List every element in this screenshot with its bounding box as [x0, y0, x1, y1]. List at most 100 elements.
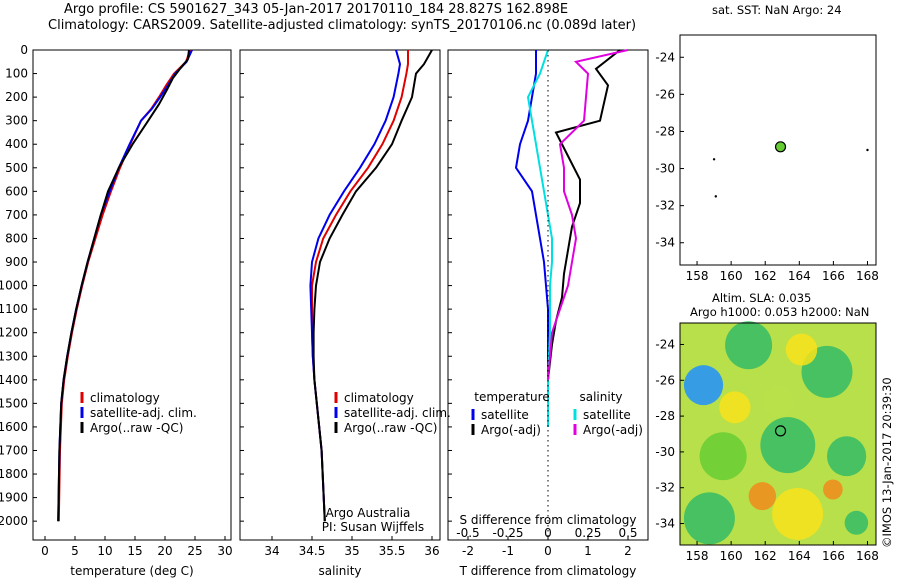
difference-panel-xtick-label: -1: [502, 544, 514, 558]
sla-blob: [762, 384, 794, 417]
sla-map-xtick-label: 162: [754, 549, 777, 563]
depth-tick-label: 800: [5, 231, 28, 245]
sla-blob: [844, 510, 869, 535]
difference-panel-series-satellite: [514, 50, 549, 427]
difference-legend-label: satellite: [481, 408, 529, 422]
difference-legend-temp-title: temperature: [474, 390, 549, 404]
temperature-panel-xtick-label: 5: [71, 544, 79, 558]
temperature-panel-frame: [32, 49, 232, 541]
depth-tick-label: 500: [5, 161, 28, 175]
salinity-panel-series-satellite: [309, 49, 402, 522]
sst-map-ytick-label: -26: [655, 87, 675, 101]
temperature-panel-xtick-label: 15: [127, 544, 142, 558]
depth-tick-label: 1200: [0, 326, 28, 340]
title-line-1: Argo profile: CS 5901627_343 05-Jan-2017…: [64, 2, 569, 17]
difference-panel-series-argo: [547, 49, 621, 427]
salinity-panel-legend-label: satellite-adj. clim.: [344, 406, 451, 420]
sst-map-xtick-label: 166: [822, 269, 845, 283]
temperature-panel-legend-label: satellite-adj. clim.: [90, 406, 197, 420]
depth-tick-label: 1400: [0, 373, 28, 387]
sla-map-ytick-label: -26: [655, 373, 675, 387]
depth-tick-label: 300: [5, 114, 28, 128]
salinity-panel-frame: [239, 49, 441, 541]
title-line-2: Climatology: CARS2009. Satellite-adjuste…: [48, 18, 637, 33]
depth-tick-label: 1500: [0, 396, 28, 410]
argo-australia-label: Argo Australia: [326, 506, 411, 520]
salinity-panel-xtick-label: 35.5: [379, 544, 406, 558]
sst-map-ytick-label: -28: [655, 124, 675, 138]
difference-legend-label: Argo(-adj): [481, 423, 541, 437]
temperature-panel-series-climatology: [57, 49, 192, 522]
depth-tick-label: 1800: [0, 467, 28, 481]
sst-map-title: sat. SST: NaN Argo: 24: [712, 3, 842, 17]
difference-panel-xlabel: T difference from climatology: [459, 564, 637, 578]
sla-map-frame: [679, 322, 877, 546]
temperature-panel-xtick-label: 20: [157, 544, 172, 558]
sla-blob: [823, 479, 843, 500]
difference-top-tick-label: 0: [544, 526, 552, 540]
difference-panel-series-sal_satellite: [526, 49, 553, 427]
difference-panel-xtick-label: 0: [544, 544, 552, 558]
depth-tick-label: 900: [5, 255, 28, 269]
sla-map-xtick-label: 166: [822, 549, 845, 563]
depth-tick-label: 1900: [0, 491, 28, 505]
difference-legend-label: satellite: [583, 408, 631, 422]
difference-panel-xtick-label: 2: [624, 544, 632, 558]
salinity-panel-legend-label: Argo(..raw -QC): [344, 421, 437, 435]
salinity-panel-legend-label: climatology: [344, 391, 414, 405]
sst-map-float-marker: [774, 141, 787, 153]
sla-map-xtick-label: 164: [788, 549, 811, 563]
sla-map-title: Altim. SLA: 0.035: [712, 291, 812, 305]
depth-tick-label: 100: [5, 67, 28, 81]
sla-blob: [699, 432, 747, 481]
sst-map-point: [714, 195, 717, 198]
difference-panel-xtick-label: 1: [584, 544, 592, 558]
sla-map-ytick-label: -24: [655, 337, 675, 351]
sla-map-xtick-label: 168: [856, 549, 879, 563]
difference-top-xlabel: S difference from climatology: [460, 513, 637, 527]
sla-map-ytick-label: -34: [655, 517, 675, 531]
salinity-panel-xtick-label: 35: [344, 544, 359, 558]
salinity-panel-xtick-label: 34: [264, 544, 279, 558]
sst-map-ytick-label: -30: [655, 162, 675, 176]
sla-map-xtick-label: 160: [720, 549, 743, 563]
sla-blob: [772, 487, 824, 540]
sst-map-xtick-label: 164: [788, 269, 811, 283]
depth-tick-label: 1700: [0, 443, 28, 457]
sst-map-xtick-label: 162: [754, 269, 777, 283]
sla-field: [680, 321, 876, 545]
sst-map-ytick-label: -32: [655, 199, 675, 213]
sst-map-xtick-label: 168: [856, 269, 879, 283]
sla-blob: [719, 391, 751, 424]
depth-tick-label: 0: [20, 43, 28, 57]
depth-tick-label: 1000: [0, 279, 28, 293]
salinity-panel-series-climatology: [311, 50, 409, 522]
temperature-panel-xtick-label: 25: [187, 544, 202, 558]
sst-map-point: [866, 148, 869, 152]
sla-map-ytick-label: -28: [655, 409, 675, 423]
depth-tick-label: 1300: [0, 349, 28, 363]
sla-blob: [748, 482, 777, 511]
depth-tick-label: 200: [5, 90, 28, 104]
sla-map-ytick-label: -32: [655, 481, 675, 495]
pi-name-label: PI: Susan Wijffels: [322, 520, 424, 534]
sla-blob: [827, 436, 867, 477]
depth-tick-label: 700: [5, 208, 28, 222]
sla-map-float-marker: [774, 425, 787, 437]
difference-top-tick-label: 0.25: [575, 526, 602, 540]
temperature-panel-xtick-label: 10: [97, 544, 112, 558]
temperature-panel-series-argo: [57, 49, 190, 522]
temperature-panel-xtick-label: 30: [217, 544, 232, 558]
sst-map-xtick-label: 158: [686, 269, 709, 283]
difference-panel-series-sal_argo: [547, 49, 629, 380]
difference-legend-label: Argo(-adj): [583, 423, 643, 437]
temperature-panel-xlabel: temperature (deg C): [70, 564, 193, 578]
difference-top-tick-label: -0.25: [492, 526, 523, 540]
sla-map-subtitle: Argo h1000: 0.053 h2000: NaN: [690, 305, 870, 319]
sla-map-ytick-label: -30: [655, 445, 675, 459]
salinity-panel-xlabel: salinity: [318, 564, 361, 578]
sla-blob: [725, 321, 773, 370]
salinity-panel-xtick-label: 34.5: [299, 544, 326, 558]
depth-tick-label: 400: [5, 137, 28, 151]
